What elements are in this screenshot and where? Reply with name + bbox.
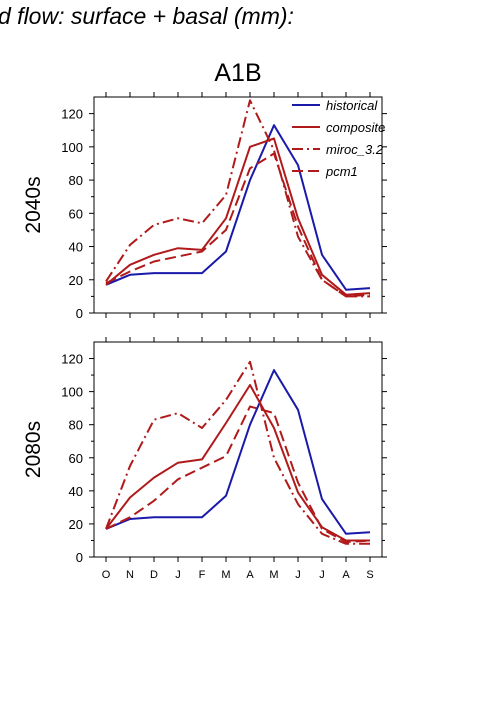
- x-tick-label: S: [366, 569, 373, 581]
- panel-ylabel: 2040s: [22, 176, 45, 233]
- y-tick-label: 0: [76, 550, 83, 565]
- x-tick-label: A: [342, 569, 350, 581]
- y-tick-label: 100: [61, 140, 83, 155]
- series-line-composite: [105, 137, 371, 296]
- legend-label-pcm1: pcm1: [325, 164, 358, 179]
- x-tick-label: M: [269, 569, 278, 581]
- y-tick-label: 0: [76, 306, 83, 321]
- y-tick-label: 80: [69, 173, 83, 188]
- y-tick-label: 60: [69, 206, 83, 221]
- x-tick-label: N: [126, 569, 134, 581]
- series-line-miroc_3.2: [105, 99, 370, 298]
- y-tick-label: 40: [69, 240, 83, 255]
- y-tick-label: 40: [69, 484, 83, 499]
- figure-suptitle: d flow: surface + basal (mm):: [0, 3, 294, 29]
- series-line-pcm1: [105, 152, 371, 298]
- plot-frame: [93, 341, 383, 558]
- x-tick-label: F: [199, 569, 206, 581]
- y-tick-label: 120: [61, 352, 83, 367]
- x-tick-label: J: [295, 569, 301, 581]
- series-line-pcm1: [105, 405, 371, 544]
- y-tick-label: 20: [69, 273, 83, 288]
- x-tick-label: M: [221, 569, 230, 581]
- x-tick-label: O: [102, 569, 111, 581]
- column-title: A1B: [214, 59, 261, 87]
- x-tick-label: A: [246, 569, 254, 581]
- x-tick-label: J: [175, 569, 181, 581]
- series-line-historical: [105, 369, 371, 535]
- y-tick-label: 60: [69, 451, 83, 466]
- plot-frame: [93, 96, 383, 314]
- y-tick-label: 120: [61, 107, 83, 122]
- x-tick-label: J: [319, 569, 325, 581]
- series-line-miroc_3.2: [105, 360, 370, 545]
- panel-2040s: 0 20 40 60 80 100 120 2040s historical composite m…: [22, 92, 387, 321]
- legend-label-miroc_3.2: miroc_3.2: [326, 142, 384, 157]
- panel-2080s: 0 20 40 60 80 100 120 O N D J F M A M J J A S 2080s: [22, 337, 387, 581]
- x-tick-label: D: [150, 569, 158, 581]
- series-line-historical: [105, 124, 371, 291]
- panel-ylabel: 2080s: [22, 421, 45, 478]
- legend-label-composite: composite: [326, 120, 385, 135]
- y-tick-label: 100: [61, 385, 83, 400]
- y-tick-label: 80: [69, 418, 83, 433]
- series-line-composite: [105, 384, 370, 542]
- legend-label-historical: historical: [326, 98, 378, 113]
- y-tick-label: 20: [69, 517, 83, 532]
